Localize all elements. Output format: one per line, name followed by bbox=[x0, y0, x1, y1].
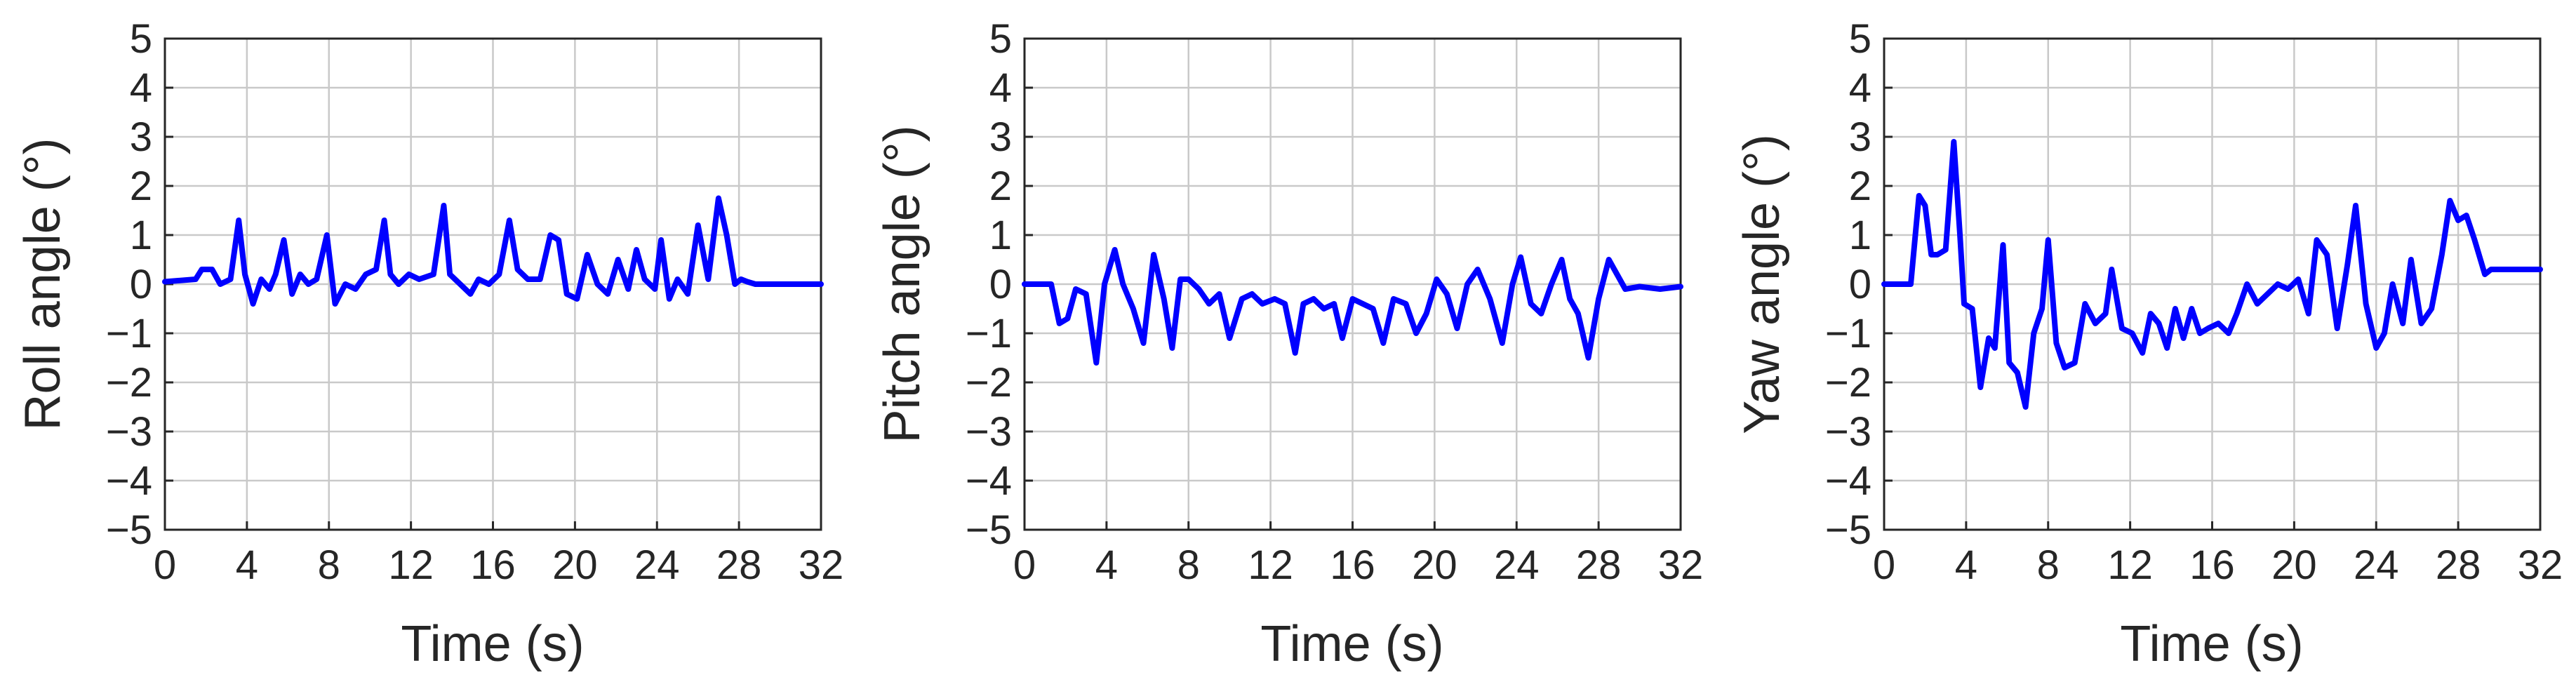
roll-y-tick-label: −5 bbox=[106, 507, 152, 553]
roll-x-tick-label: 8 bbox=[318, 542, 340, 588]
pitch-x-tick-label: 8 bbox=[1177, 542, 1200, 588]
yaw-y-tick-label: −4 bbox=[1825, 458, 1871, 504]
yaw-y-tick-label: 4 bbox=[1849, 65, 1871, 111]
roll-x-tick-label: 12 bbox=[388, 542, 434, 588]
yaw-y-tick-label: −2 bbox=[1825, 360, 1871, 406]
pitch-y-axis-label: Pitch angle (°) bbox=[874, 126, 930, 443]
roll-y-tick-label: 1 bbox=[130, 213, 152, 258]
pitch-x-tick-label: 4 bbox=[1095, 542, 1118, 588]
roll-x-axis-label: Time (s) bbox=[401, 616, 584, 672]
pitch-y-tick-label: −5 bbox=[966, 507, 1012, 553]
yaw-y-tick-label: 5 bbox=[1849, 16, 1871, 62]
roll-y-axis-label: Roll angle (°) bbox=[15, 138, 71, 431]
yaw-x-tick-label: 16 bbox=[2189, 542, 2235, 588]
roll-x-tick-label: 32 bbox=[799, 542, 844, 588]
pitch-x-axis-label: Time (s) bbox=[1260, 616, 1443, 672]
pitch-y-tick-label: 2 bbox=[989, 163, 1012, 209]
roll-y-tick-label: 2 bbox=[130, 163, 152, 209]
pitch-x-tick-label: 0 bbox=[1013, 542, 1036, 588]
pitch-x-tick-label: 20 bbox=[1412, 542, 1457, 588]
pitch-y-tick-label: 0 bbox=[989, 262, 1012, 307]
yaw-x-tick-label: 32 bbox=[2518, 542, 2563, 588]
yaw-y-tick-label: 3 bbox=[1849, 114, 1871, 160]
yaw-y-tick-label: 1 bbox=[1849, 213, 1871, 258]
yaw-y-tick-label: −1 bbox=[1825, 311, 1871, 356]
roll-y-tick-label: −1 bbox=[106, 311, 152, 356]
roll-y-tick-label: 4 bbox=[130, 65, 152, 111]
pitch-x-tick-label: 28 bbox=[1576, 542, 1622, 588]
pitch-angle-line bbox=[1022, 247, 1683, 366]
roll-y-tick-label: −2 bbox=[106, 360, 152, 406]
roll-x-tick-label: 16 bbox=[470, 542, 516, 588]
roll-y-tick-label: −4 bbox=[106, 458, 152, 504]
yaw-y-tick-label: 0 bbox=[1849, 262, 1871, 307]
pitch-y-tick-label: −3 bbox=[966, 409, 1012, 455]
pitch-y-tick-label: 5 bbox=[989, 16, 1012, 62]
yaw-y-tick-label: −3 bbox=[1825, 409, 1871, 455]
yaw-x-tick-label: 28 bbox=[2436, 542, 2481, 588]
roll-x-tick-label: 28 bbox=[716, 542, 762, 588]
pitch-y-tick-label: −1 bbox=[966, 311, 1012, 356]
yaw-x-tick-label: 20 bbox=[2271, 542, 2317, 588]
roll-angle-line bbox=[162, 195, 824, 307]
roll-x-tick-label: 20 bbox=[552, 542, 598, 588]
pitch-y-tick-label: 1 bbox=[989, 213, 1012, 258]
yaw-y-tick-label: 2 bbox=[1849, 163, 1871, 209]
pitch-y-tick-label: −2 bbox=[966, 360, 1012, 406]
yaw-y-tick-label: −5 bbox=[1825, 507, 1871, 553]
roll-y-tick-label: 5 bbox=[130, 16, 152, 62]
roll-y-tick-label: 0 bbox=[130, 262, 152, 307]
yaw-angle-line bbox=[1881, 139, 2543, 410]
yaw-x-axis-label: Time (s) bbox=[2120, 616, 2303, 672]
yaw-x-tick-label: 4 bbox=[1955, 542, 1977, 588]
yaw-x-tick-label: 24 bbox=[2354, 542, 2399, 588]
pitch-x-tick-label: 16 bbox=[1330, 542, 1375, 588]
pitch-y-tick-label: −4 bbox=[966, 458, 1012, 504]
pitch-x-tick-label: 32 bbox=[1658, 542, 1704, 588]
roll-x-tick-label: 4 bbox=[236, 542, 258, 588]
roll-x-tick-label: 24 bbox=[634, 542, 680, 588]
roll-y-tick-label: 3 bbox=[130, 114, 152, 160]
yaw-x-tick-label: 8 bbox=[2037, 542, 2060, 588]
roll-y-tick-label: −3 bbox=[106, 409, 152, 455]
pitch-x-tick-label: 24 bbox=[1494, 542, 1540, 588]
yaw-x-tick-label: 12 bbox=[2107, 542, 2153, 588]
yaw-x-tick-label: 0 bbox=[1873, 542, 1895, 588]
pitch-x-tick-label: 12 bbox=[1248, 542, 1293, 588]
pitch-y-tick-label: 4 bbox=[989, 65, 1012, 111]
yaw-y-axis-label: Yaw angle (°) bbox=[1734, 134, 1790, 434]
pitch-y-tick-label: 3 bbox=[989, 114, 1012, 160]
roll-x-tick-label: 0 bbox=[154, 542, 176, 588]
